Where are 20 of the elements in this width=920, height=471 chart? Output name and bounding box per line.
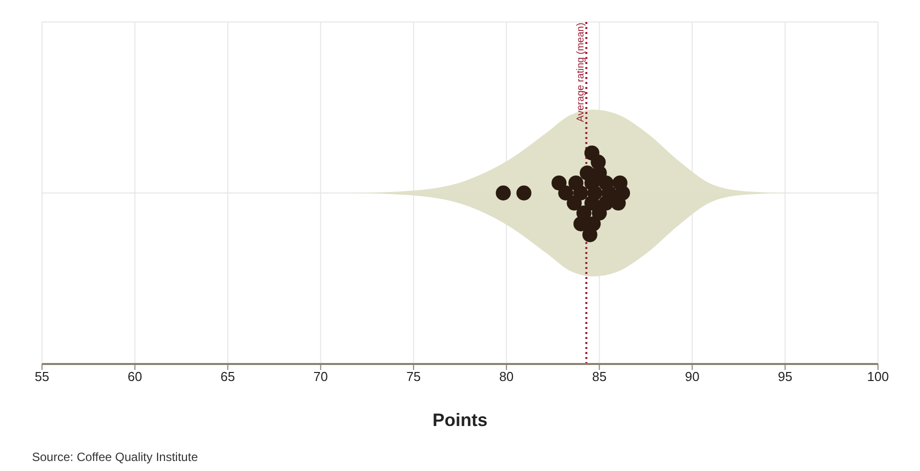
- x-tick-label: 65: [220, 369, 236, 384]
- x-tick-label: 60: [128, 369, 142, 384]
- point: [496, 186, 511, 200]
- point: [558, 186, 574, 200]
- x-tick-label: 55: [34, 369, 50, 384]
- point: [573, 186, 588, 200]
- point: [516, 186, 532, 200]
- x-tick-label: 70: [313, 369, 328, 384]
- ref-line-label: Average rating (mean): [575, 22, 586, 122]
- x-tick-label: 75: [406, 369, 421, 384]
- point: [598, 196, 614, 211]
- x-tick-label: 100: [867, 369, 889, 384]
- source-note: Source: Coffee Quality Institute: [32, 450, 198, 464]
- point: [610, 196, 626, 211]
- x-tick-label: 95: [778, 369, 792, 384]
- x-tick-label: 90: [684, 369, 700, 384]
- x-axis-title: Points: [432, 410, 488, 430]
- x-tick-label: 80: [499, 369, 514, 384]
- point: [582, 227, 598, 242]
- x-tick-label: 85: [592, 369, 607, 384]
